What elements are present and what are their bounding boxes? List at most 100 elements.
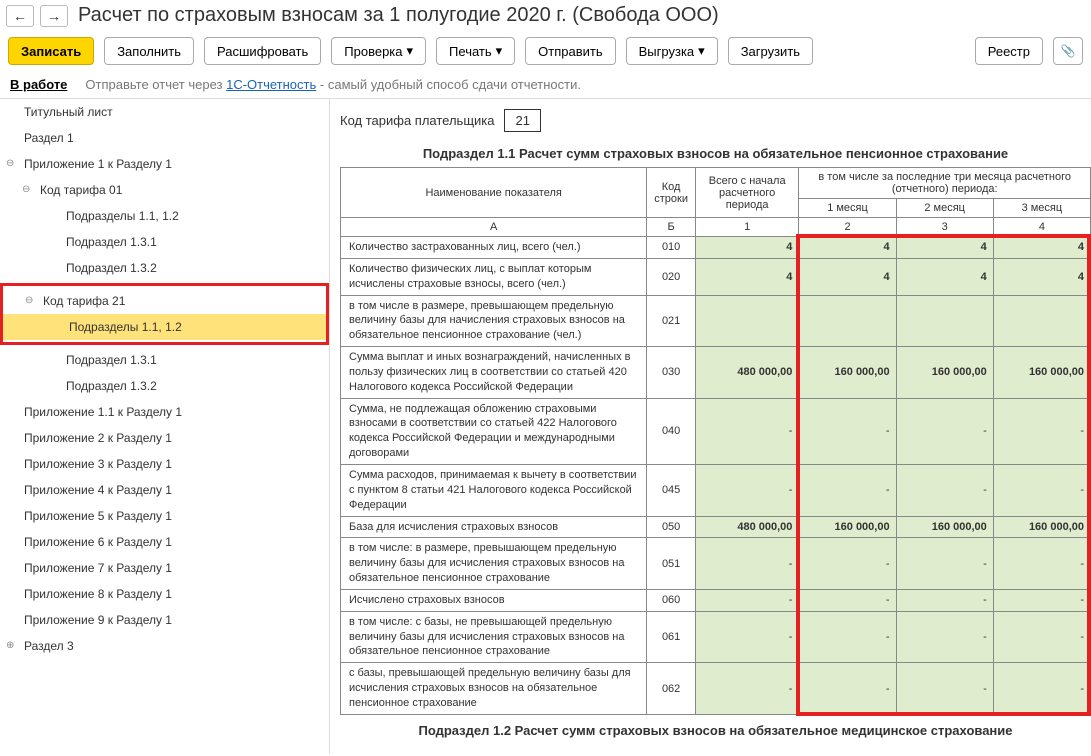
cell-value[interactable]: - <box>799 538 896 590</box>
fill-button[interactable]: Заполнить <box>104 37 194 65</box>
cell-value[interactable]: 160 000,00 <box>993 347 1090 399</box>
row-label: База для исчисления страховых взносов <box>341 516 647 538</box>
tree-item[interactable]: Подразделы 1.1, 1.2 <box>3 314 326 340</box>
cell-value[interactable]: 4 <box>993 258 1090 295</box>
load-button[interactable]: Загрузить <box>728 37 813 65</box>
tree-item[interactable]: Подраздел 1.3.1 <box>0 229 329 255</box>
cell-value[interactable]: - <box>799 663 896 715</box>
print-dropdown[interactable]: Печать ▾ <box>436 37 515 65</box>
th-c1: 1 <box>695 218 799 237</box>
cell-value[interactable]: - <box>993 398 1090 464</box>
tree-item[interactable]: Приложение 4 к Разделу 1 <box>0 477 329 503</box>
tree-item[interactable]: Приложение 8 к Разделу 1 <box>0 581 329 607</box>
decode-button[interactable]: Расшифровать <box>204 37 321 65</box>
th-B: Б <box>647 218 696 237</box>
tree-item[interactable]: Приложение 2 к Разделу 1 <box>0 425 329 451</box>
tree-item[interactable]: Подразделы 1.1, 1.2 <box>0 203 329 229</box>
cell-value[interactable]: 480 000,00 <box>695 347 799 399</box>
cell-value[interactable]: - <box>993 589 1090 611</box>
th-name: Наименование показателя <box>341 168 647 218</box>
cell-value[interactable]: - <box>695 663 799 715</box>
cell-value[interactable]: - <box>993 611 1090 663</box>
tree-item[interactable]: Приложение 3 к Разделу 1 <box>0 451 329 477</box>
cell-value[interactable]: - <box>695 398 799 464</box>
th-c4: 4 <box>993 218 1090 237</box>
cell-value[interactable]: 160 000,00 <box>993 516 1090 538</box>
cell-value[interactable] <box>799 295 896 347</box>
hint-text: Отправьте отчет через 1С-Отчетность - са… <box>85 77 581 92</box>
table-row: в том числе: с базы, не превышающей пред… <box>341 611 1091 663</box>
th-code: Код строки <box>647 168 696 218</box>
cell-value[interactable]: 480 000,00 <box>695 516 799 538</box>
paperclip-icon: 📎 <box>1061 44 1076 58</box>
cell-value[interactable]: - <box>896 589 993 611</box>
row-label: Количество физических лиц, с выплат кото… <box>341 258 647 295</box>
cell-value[interactable]: 160 000,00 <box>799 516 896 538</box>
tree-item[interactable]: Приложение 1.1 к Разделу 1 <box>0 399 329 425</box>
tree-item[interactable]: Подраздел 1.3.2 <box>0 373 329 399</box>
th-last3: в том числе за последние три месяца расч… <box>799 168 1091 199</box>
tree-item[interactable]: Титульный лист <box>0 99 329 125</box>
cell-value[interactable]: - <box>799 589 896 611</box>
expand-icon[interactable]: ⊖ <box>6 158 14 169</box>
tree-item[interactable]: Приложение 7 к Разделу 1 <box>0 555 329 581</box>
cell-value[interactable] <box>695 295 799 347</box>
expand-icon[interactable]: ⊖ <box>25 295 33 306</box>
save-button[interactable]: Записать <box>8 37 94 65</box>
cell-value[interactable]: - <box>896 464 993 516</box>
registry-button[interactable]: Реестр <box>975 37 1043 65</box>
cell-value[interactable]: - <box>993 663 1090 715</box>
hint-link[interactable]: 1С-Отчетность <box>226 77 316 92</box>
cell-value[interactable]: 4 <box>896 237 993 259</box>
table-row: База для исчисления страховых взносов050… <box>341 516 1091 538</box>
cell-value[interactable]: - <box>896 663 993 715</box>
cell-value[interactable]: - <box>695 538 799 590</box>
nav-back-button[interactable]: ← <box>6 5 34 27</box>
tree-item[interactable]: Приложение 5 к Разделу 1 <box>0 503 329 529</box>
cell-value[interactable]: - <box>695 464 799 516</box>
cell-value[interactable]: 4 <box>896 258 993 295</box>
cell-value[interactable]: - <box>993 538 1090 590</box>
row-label: в том числе в размере, превышающем преде… <box>341 295 647 347</box>
cell-value[interactable]: 160 000,00 <box>896 347 993 399</box>
tree-item[interactable]: Раздел 1 <box>0 125 329 151</box>
table-row: Исчислено страховых взносов060---- <box>341 589 1091 611</box>
expand-icon[interactable]: ⊖ <box>22 184 30 195</box>
cell-value[interactable]: - <box>799 464 896 516</box>
cell-value[interactable]: - <box>695 611 799 663</box>
cell-value[interactable]: 4 <box>799 237 896 259</box>
tree-item[interactable]: Приложение 1 к Разделу 1⊖ <box>0 151 329 177</box>
attachment-button[interactable]: 📎 <box>1053 37 1083 65</box>
export-dropdown[interactable]: Выгрузка ▾ <box>626 37 718 65</box>
cell-value[interactable]: 4 <box>695 237 799 259</box>
tariff-code[interactable]: 21 <box>504 109 540 132</box>
cell-value[interactable]: 160 000,00 <box>799 347 896 399</box>
tree-item[interactable]: Приложение 6 к Разделу 1 <box>0 529 329 555</box>
tree-item[interactable]: Код тарифа 01⊖ <box>0 177 329 203</box>
cell-value[interactable]: 4 <box>993 237 1090 259</box>
tree-item[interactable]: Подраздел 1.3.2 <box>0 255 329 281</box>
row-label: Сумма, не подлежащая обложению страховым… <box>341 398 647 464</box>
tree-item[interactable]: Подраздел 1.3.1 <box>0 347 329 373</box>
tree-item[interactable]: Приложение 9 к Разделу 1 <box>0 607 329 633</box>
expand-icon[interactable]: ⊕ <box>6 640 14 651</box>
cell-value[interactable]: - <box>695 589 799 611</box>
cell-value[interactable]: - <box>799 611 896 663</box>
cell-value[interactable]: - <box>896 611 993 663</box>
cell-value[interactable]: - <box>896 538 993 590</box>
cell-value[interactable]: - <box>799 398 896 464</box>
tree-item[interactable]: Раздел 3⊕ <box>0 633 329 659</box>
send-button[interactable]: Отправить <box>525 37 615 65</box>
cell-value[interactable]: - <box>896 398 993 464</box>
tree-item[interactable]: Код тарифа 21⊖ <box>3 288 326 314</box>
cell-value[interactable]: 160 000,00 <box>896 516 993 538</box>
cell-value[interactable] <box>993 295 1090 347</box>
status-link[interactable]: В работе <box>10 77 67 92</box>
check-dropdown[interactable]: Проверка ▾ <box>331 37 426 65</box>
cell-value[interactable] <box>896 295 993 347</box>
cell-value[interactable]: 4 <box>695 258 799 295</box>
table-row: Количество застрахованных лиц, всего (че… <box>341 237 1091 259</box>
cell-value[interactable]: - <box>993 464 1090 516</box>
cell-value[interactable]: 4 <box>799 258 896 295</box>
nav-forward-button[interactable]: → <box>40 5 68 27</box>
